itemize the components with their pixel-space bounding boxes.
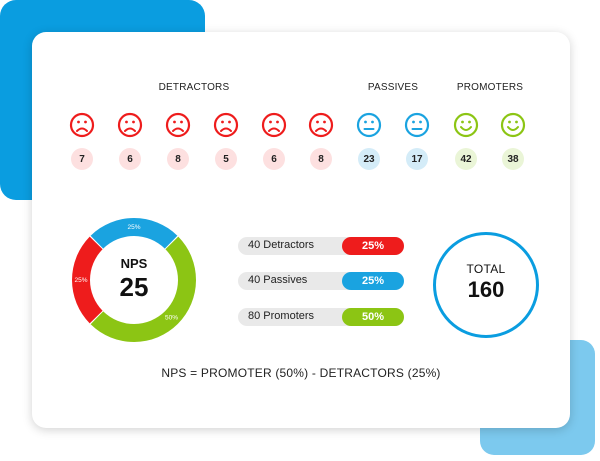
sad-face-icon: [261, 112, 287, 138]
neutral-face-icon: [356, 112, 382, 138]
neutral-face-icon: [404, 112, 430, 138]
donut-svg: 25% 50% 25%: [72, 218, 196, 342]
score-count: 17: [406, 148, 428, 170]
sad-face-icon: [165, 112, 191, 138]
donut-segment-passives: [90, 218, 178, 249]
sad-face-icon: [213, 112, 239, 138]
donut-label-detractors: 25%: [74, 277, 87, 284]
score-count: 7: [71, 148, 93, 170]
stat-percent-passives: 25%: [342, 272, 404, 290]
total-circle: TOTAL 160: [433, 232, 539, 338]
stat-label-promoters: 80 Promoters: [248, 310, 315, 322]
happy-face-icon: [453, 112, 479, 138]
score-count: 23: [358, 148, 380, 170]
donut-title: NPS: [120, 256, 148, 271]
score-count: 6: [263, 148, 285, 170]
nps-formula: NPS = PROMOTER (50%) - DETRACTORS (25%): [161, 366, 441, 380]
nps-donut-chart: 25% 50% 25% NPS 25: [70, 216, 198, 344]
stat-percent-promoters: 50%: [342, 308, 404, 326]
passives-heading: PASSIVES: [367, 82, 419, 93]
donut-value: 25: [119, 272, 149, 302]
total-title: TOTAL: [466, 262, 506, 276]
score-count: 8: [310, 148, 332, 170]
promoters-heading: PROMOTERS: [456, 82, 524, 93]
score-count: 38: [502, 148, 524, 170]
total-value: 160: [467, 277, 505, 302]
score-count: 6: [119, 148, 141, 170]
sad-face-icon: [117, 112, 143, 138]
donut-segment-detractors: [72, 236, 103, 324]
donut-center: NPS 25: [70, 216, 198, 344]
score-count: 42: [455, 148, 477, 170]
stat-percent-detractors: 25%: [342, 237, 404, 255]
donut-label-promoters: 50%: [165, 314, 178, 321]
sad-face-icon: [308, 112, 334, 138]
stat-row-passives: 40 Passives 25%: [238, 272, 404, 290]
stat-label-detractors: 40 Detractors: [248, 239, 315, 251]
donut-segment-promoters: [90, 236, 196, 342]
detractors-heading: DETRACTORS: [158, 82, 230, 93]
stat-label-passives: 40 Passives: [248, 274, 308, 286]
sad-face-icon: [69, 112, 95, 138]
score-count: 5: [215, 148, 237, 170]
score-count: 8: [167, 148, 189, 170]
stat-row-detractors: 40 Detractors 25%: [238, 237, 404, 255]
nps-card: DETRACTORS PASSIVES PROMOTERS 7 6 8 5 6 8 23 17…: [32, 32, 570, 428]
happy-face-icon: [500, 112, 526, 138]
stat-row-promoters: 80 Promoters 50%: [238, 308, 404, 326]
donut-label-passives: 25%: [127, 224, 140, 231]
